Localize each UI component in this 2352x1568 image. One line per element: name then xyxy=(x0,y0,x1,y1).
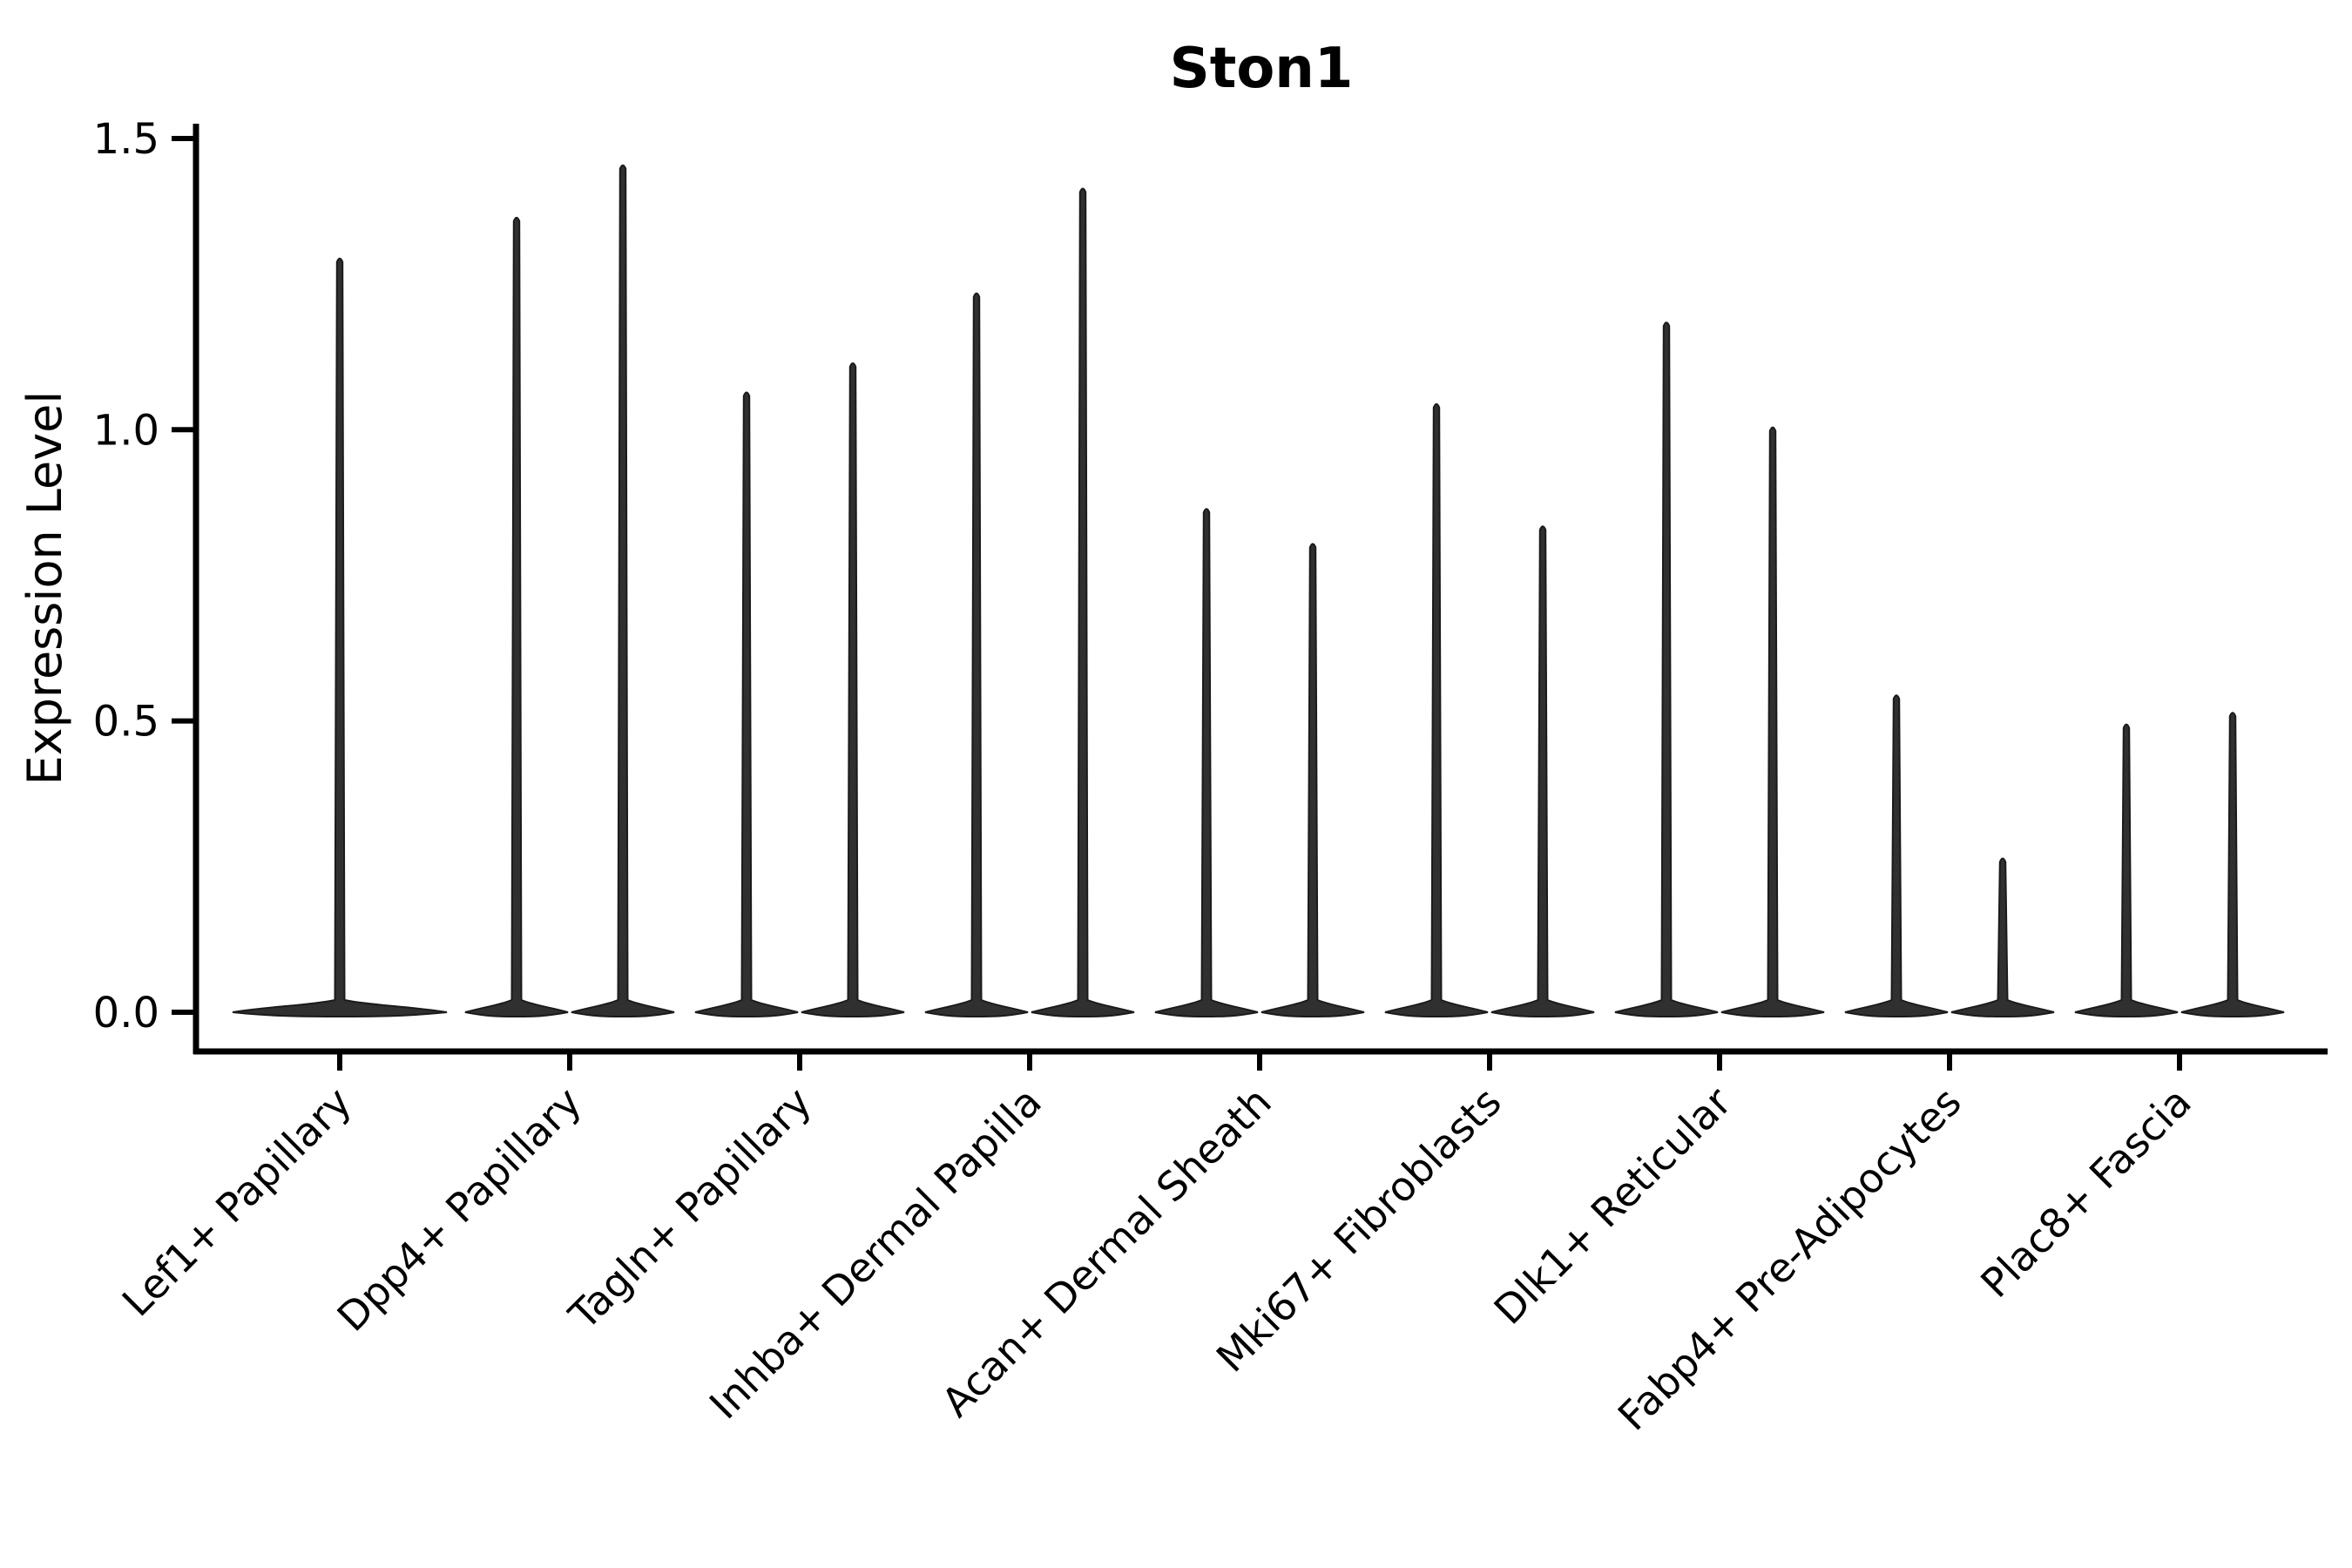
violin-shape xyxy=(924,292,1029,1017)
y-axis-label: Expression Level xyxy=(17,391,72,786)
y-tick-label: 1.5 xyxy=(93,115,159,164)
violin-shape xyxy=(1490,525,1595,1017)
violin-shape xyxy=(1031,187,1135,1017)
violin-shape xyxy=(1614,321,1719,1017)
x-tick-label: Dpp4+ Papillary xyxy=(328,1078,591,1341)
violin-shape xyxy=(1154,508,1259,1017)
violin-shape xyxy=(1384,402,1489,1017)
plot-title: Ston1 xyxy=(1170,37,1354,101)
x-tick-label: Dlk1+ Reticular xyxy=(1485,1078,1740,1334)
y-tick-label: 1.0 xyxy=(93,406,159,455)
violin-shape xyxy=(2074,723,2179,1017)
y-tick-label: 0.0 xyxy=(93,989,159,1037)
violin-shape xyxy=(694,391,799,1017)
x-tick-label: Lef1+ Papillary xyxy=(113,1078,361,1326)
violin-shape xyxy=(571,164,675,1017)
violin-shape xyxy=(1260,543,1365,1017)
y-tick-label: 0.5 xyxy=(93,698,159,747)
axes-layer xyxy=(172,124,2328,1071)
x-tick-label: Plac8+ Fascia xyxy=(1971,1078,2200,1307)
violin-shape xyxy=(1950,857,2055,1017)
violin-shape xyxy=(1844,694,1949,1017)
x-tick-label: Tagln+ Papillary xyxy=(559,1078,821,1340)
violin-shape xyxy=(2180,712,2285,1017)
violin-shape xyxy=(232,257,448,1017)
violin-shape xyxy=(464,216,569,1017)
violin-shape xyxy=(801,362,905,1017)
violin-shape xyxy=(1720,426,1825,1017)
violins-layer xyxy=(232,164,2285,1017)
